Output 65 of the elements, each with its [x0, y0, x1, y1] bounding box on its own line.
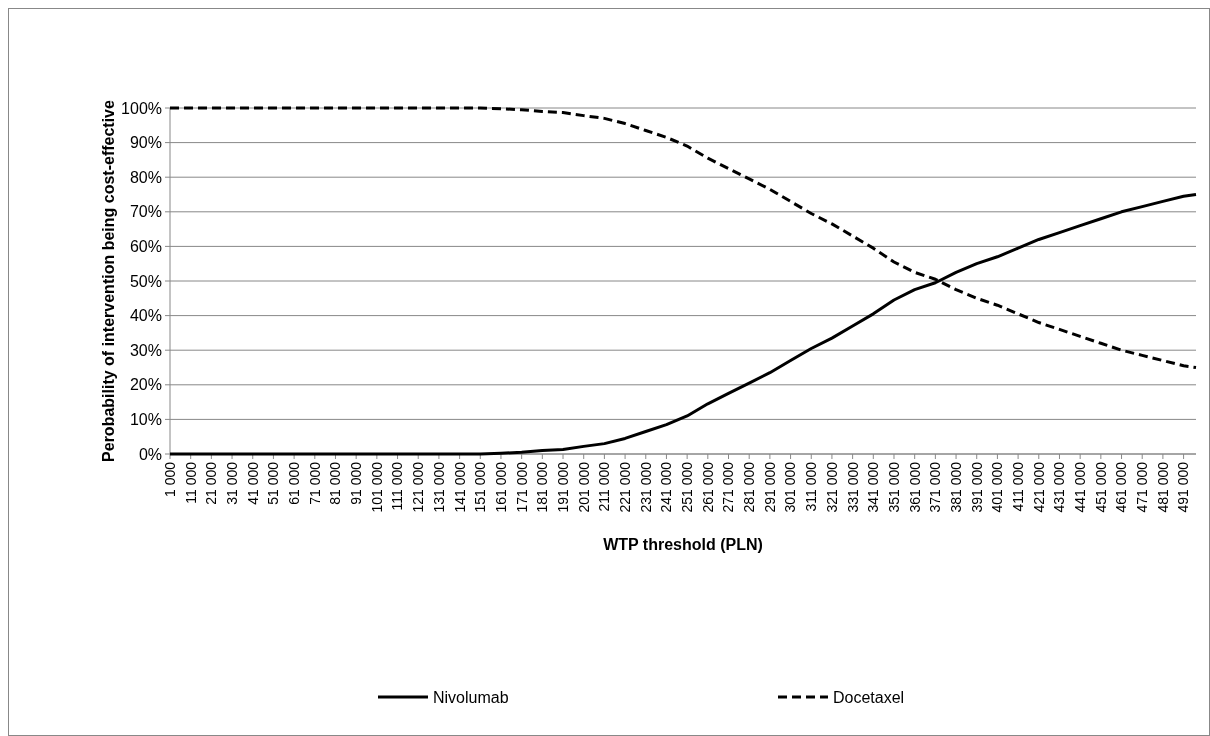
x-tick-label: 141 000: [451, 461, 468, 513]
legend-label: Nivolumab: [433, 688, 509, 706]
x-tick-label: 361 000: [906, 461, 923, 513]
x-tick-label: 121 000: [410, 461, 427, 513]
x-tick-label: 171 000: [513, 461, 530, 513]
y-tick-label: 80%: [129, 168, 162, 186]
x-tick-label: 481 000: [1154, 461, 1171, 513]
x-tick-label: 151 000: [472, 461, 489, 513]
x-tick-label: 201 000: [575, 461, 592, 513]
x-tick-label: 271 000: [720, 461, 737, 513]
x-tick-label: 421 000: [1030, 461, 1047, 513]
x-tick-label: 351 000: [885, 461, 902, 513]
x-tick-label: 41 000: [244, 461, 261, 505]
x-tick-label: 181 000: [534, 461, 551, 513]
x-tick-label: 301 000: [782, 461, 799, 513]
y-tick-label: 60%: [129, 238, 162, 255]
x-tick-label: 221 000: [616, 461, 633, 513]
x-tick-label: 31 000: [223, 461, 240, 505]
x-tick-label: 211 000: [596, 461, 613, 512]
y-tick-label: 10%: [129, 411, 162, 428]
x-tick-label: 241 000: [658, 461, 675, 513]
y-tick-label: 90%: [129, 134, 162, 152]
x-tick-label: 261 000: [699, 461, 716, 513]
x-tick-label: 81 000: [327, 461, 344, 505]
x-tick-label: 231 000: [637, 461, 654, 513]
x-tick-label: 11 000: [182, 461, 199, 504]
x-tick-label: 161 000: [492, 461, 509, 513]
x-tick-label: 21 000: [203, 461, 220, 505]
x-tick-label: 341 000: [865, 461, 882, 513]
x-tick-label: 471 000: [1134, 461, 1151, 513]
y-tick-label: 100%: [121, 99, 162, 117]
x-tick-label: 131 000: [430, 461, 447, 513]
y-tick-label: 20%: [129, 376, 162, 394]
x-tick-label: 461 000: [1113, 461, 1130, 513]
x-tick-label: 281 000: [741, 461, 758, 513]
y-tick-label: 70%: [129, 203, 162, 221]
x-tick-label: 91 000: [348, 461, 365, 505]
y-tick-label: 0%: [138, 445, 162, 463]
x-tick-label: 331 000: [844, 461, 861, 513]
x-tick-label: 381 000: [947, 461, 964, 513]
y-tick-label: 30%: [129, 341, 162, 359]
x-tick-label: 411 000: [1010, 461, 1026, 512]
x-tick-label: 251 000: [679, 461, 696, 513]
x-tick-label: 111 000: [389, 461, 406, 511]
y-tick-label: 50%: [129, 272, 162, 290]
x-tick-label: 61 000: [286, 461, 303, 505]
legend-label: Docetaxel: [833, 688, 905, 706]
x-axis-title: WTP threshold (PLN): [603, 536, 763, 553]
y-tick-label: 40%: [129, 307, 162, 325]
x-tick-label: 401 000: [989, 461, 1006, 513]
x-tick-label: 391 000: [968, 461, 985, 513]
x-tick-label: 71 000: [306, 461, 323, 505]
y-axis-title: Perobability of intervention being cost-effective: [99, 99, 117, 462]
x-tick-label: 321 000: [823, 461, 840, 513]
x-tick-label: 371 000: [927, 461, 944, 513]
x-tick-label: 1 000: [161, 461, 178, 498]
x-tick-label: 431 000: [1051, 461, 1068, 513]
x-tick-label: 291 000: [761, 461, 778, 513]
x-tick-label: 191 000: [554, 461, 571, 513]
x-tick-label: 441 000: [1072, 461, 1089, 513]
x-tick-label: 311 000: [803, 461, 820, 512]
x-tick-label: 451 000: [1092, 461, 1109, 513]
x-tick-label: 101 000: [368, 461, 385, 513]
x-tick-label: 51 000: [265, 461, 282, 505]
x-tick-label: 491 000: [1175, 461, 1192, 513]
